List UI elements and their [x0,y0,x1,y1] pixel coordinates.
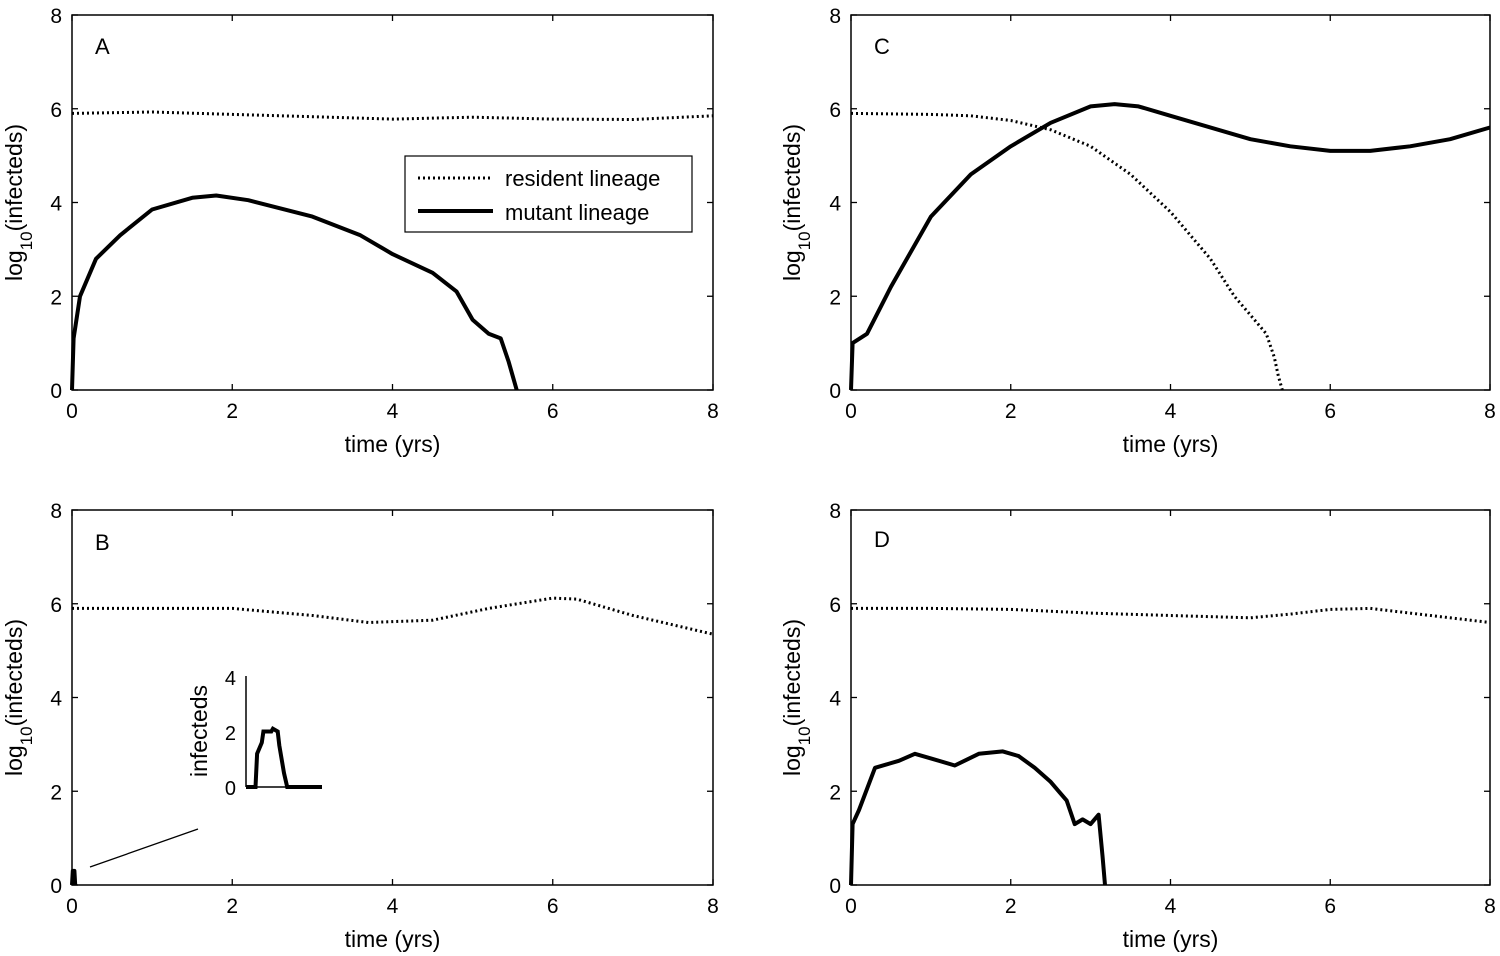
ylabel-subscript: 10 [795,231,814,250]
panel-d-ytick-2: 2 [829,781,841,804]
legend-resident-label: resident lineage [505,166,660,191]
panel-d-frame [850,509,1491,886]
panel-b-xlabel: time (yrs) [345,926,441,952]
ylabel-subscript: 10 [17,231,36,250]
panel-c-ytick-2: 2 [829,286,841,309]
panel-d-ytick-6: 6 [829,594,841,617]
panel-c-label: C [874,34,890,59]
panel-d-xtick-4: 4 [1165,895,1177,918]
panel-c-xtick-4: 4 [1165,400,1177,423]
inset-ytick-4: 4 [225,668,236,690]
inset-pointer-line [89,828,199,868]
panel-b-ylabel: log10(infecteds) [1,619,36,776]
panel-a: 0 2 4 6 8 0 2 4 6 8 A time (yrs) log10(infecteds)… [1,5,719,457]
panel-d-xlabel: time (yrs) [1123,926,1219,952]
panel-a-xtick-2: 2 [226,400,238,423]
panel-b-resident-line [72,596,714,636]
panel-d-resident-line [851,606,1491,624]
panel-c-ytick-4: 4 [829,193,841,216]
panel-d-xtick-0: 0 [845,895,857,918]
panel-a-ytick-2: 2 [50,286,62,309]
panel-d-ytick-8: 8 [829,500,841,523]
panel-d: 0 2 4 6 8 0 2 4 6 8 D time (yrs) log10(infecteds) [779,500,1496,952]
panel-c-ytick-0: 0 [829,380,841,403]
legend: resident lineage mutant lineage [404,155,693,233]
panel-d-xtick-2: 2 [1005,895,1017,918]
panel-a-xtick-0: 0 [66,400,78,423]
panel-b-ytick-2: 2 [50,781,62,804]
panel-d-ytick-0: 0 [829,875,841,898]
panel-c-ytick-6: 6 [829,99,841,122]
ylabel-rest: (infecteds) [1,619,27,726]
inset-ytick-0: 0 [225,778,236,800]
panel-d-xtick-8: 8 [1484,895,1496,918]
panel-c-xtick-8: 8 [1484,400,1496,423]
inset-plot: 4 2 0 infecteds [89,668,322,868]
panel-a-label: A [95,34,110,59]
panel-a-xtick-6: 6 [547,400,559,423]
panel-d-mutant-line [849,749,1107,886]
ylabel-rest: (infecteds) [1,124,27,231]
panel-b-xtick-6: 6 [547,895,559,918]
inset-curve [246,725,322,789]
panel-a-ylabel: log10(infecteds) [1,124,36,281]
panel-b: 0 2 4 6 8 0 2 4 6 8 B time (yrs) log10(infecteds)… [1,500,719,952]
panel-b-xtick-0: 0 [66,895,78,918]
panel-b-label: B [95,530,110,555]
ylabel-rest: (infecteds) [779,124,805,231]
panel-b-ytick-6: 6 [50,594,62,617]
panel-a-ytick-4: 4 [50,193,62,216]
ylabel-subscript: 10 [795,726,814,745]
panel-c: 0 2 4 6 8 0 2 4 6 8 C time (yrs) log10(infecteds) [779,5,1496,457]
panel-d-label: D [874,527,890,552]
ylabel-rest: (infecteds) [779,619,805,726]
panel-c-ylabel: log10(infecteds) [779,124,814,281]
panel-b-ytick-0: 0 [50,875,62,898]
panel-a-mutant-line [70,193,519,391]
panel-b-xtick-2: 2 [226,895,238,918]
panel-b-ytick-4: 4 [50,688,62,711]
panel-c-xtick-0: 0 [845,400,857,423]
panel-b-xtick-8: 8 [707,895,719,918]
inset-ytick-2: 2 [225,723,236,745]
panel-c-ytick-8: 8 [829,5,841,28]
panel-a-ytick-8: 8 [50,5,62,28]
inset-ylabel: infecteds [186,685,212,777]
panel-a-resident-line [71,110,714,121]
panel-c-xtick-6: 6 [1324,400,1336,423]
panel-a-xtick-8: 8 [707,400,719,423]
panel-b-mutant-line [70,868,78,886]
panel-c-xlabel: time (yrs) [1123,431,1219,457]
legend-mutant-label: mutant lineage [505,200,649,225]
panel-c-resident-line [850,111,1284,391]
panel-c-mutant-line [849,102,1491,391]
panel-a-ytick-6: 6 [50,99,62,122]
panel-b-frame [71,509,714,886]
panel-a-xlabel: time (yrs) [345,431,441,457]
panel-c-xtick-2: 2 [1005,400,1017,423]
panel-a-ytick-0: 0 [50,380,62,403]
panel-d-ylabel: log10(infecteds) [779,619,814,776]
panel-a-xtick-4: 4 [387,400,399,423]
panel-b-xtick-4: 4 [387,895,399,918]
legend-box [404,155,693,233]
panel-d-xtick-6: 6 [1324,895,1336,918]
ylabel-subscript: 10 [17,726,36,745]
panel-d-ytick-4: 4 [829,688,841,711]
panel-b-ytick-8: 8 [50,500,62,523]
